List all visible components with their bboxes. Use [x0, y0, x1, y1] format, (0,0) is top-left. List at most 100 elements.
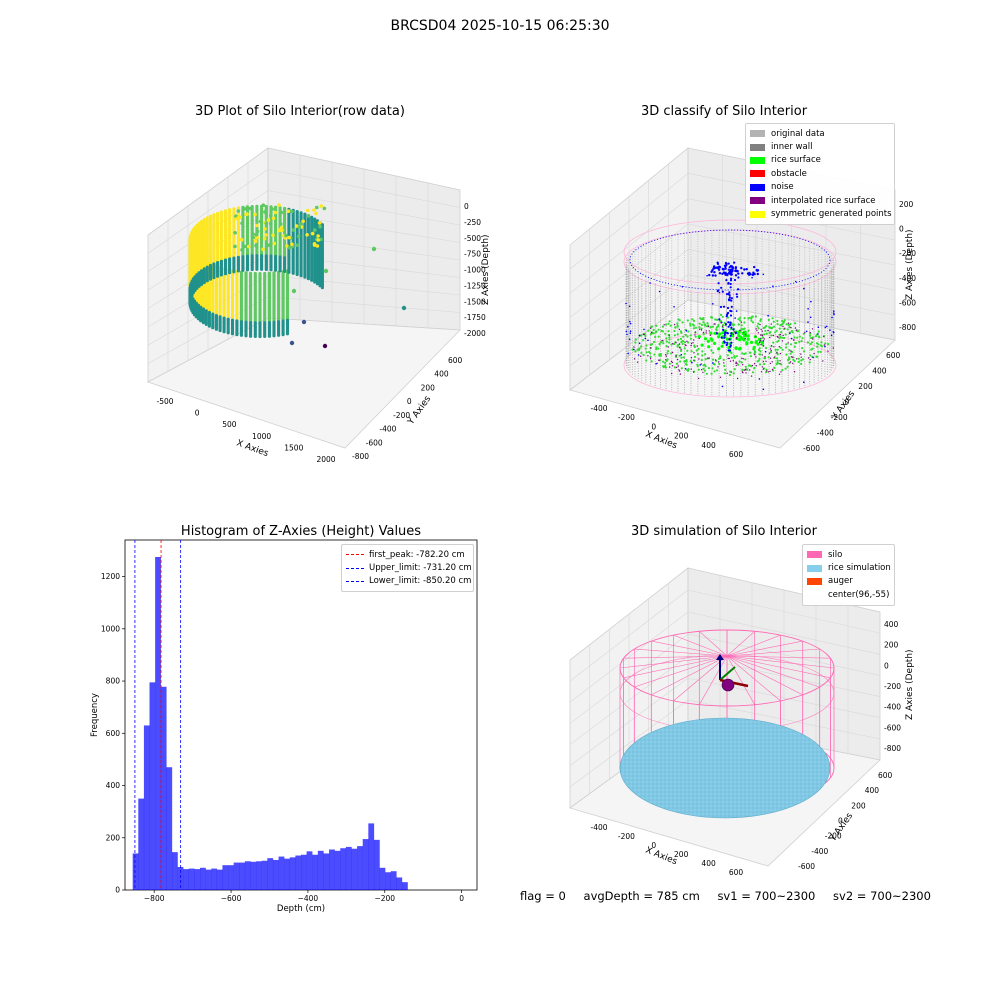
legend-item: obstacle — [750, 167, 890, 180]
rice-surface-point — [702, 367, 705, 370]
rice-surface-point — [730, 356, 734, 359]
rice-surface-point — [741, 368, 744, 371]
rice-surface-point — [664, 366, 668, 369]
interpolated-point — [692, 371, 695, 373]
interpolated-point — [792, 339, 795, 341]
rice-surface-point — [737, 334, 741, 338]
cloud-point — [264, 267, 268, 271]
interpolated-point — [774, 356, 776, 358]
noise-point — [723, 341, 726, 344]
panel3-xlabel: Depth (cm) — [277, 904, 325, 914]
legend-item: silo — [807, 548, 890, 561]
tick-label: -200 — [618, 832, 635, 841]
sv2-text: sv2 = 700~2300 — [833, 889, 931, 903]
interpolated-point — [732, 333, 735, 335]
noise-point — [767, 314, 769, 317]
interpolated-point — [760, 343, 762, 346]
rice-surface-point — [673, 334, 677, 337]
rice-surface-point — [765, 332, 768, 335]
rice-surface-point — [796, 336, 799, 339]
tick-label: 600 — [729, 868, 744, 877]
interpolated-point — [727, 357, 729, 360]
noise-point — [789, 332, 791, 335]
rice-surface-point — [664, 332, 667, 335]
cloud-point — [317, 221, 322, 225]
tick-label: -400 — [590, 404, 607, 413]
rice-surface-point — [677, 338, 680, 341]
rice-surface-point — [756, 325, 759, 328]
interpolated-point — [779, 352, 782, 355]
noise-point — [728, 349, 732, 352]
cloud-point — [249, 334, 253, 338]
tick-label: -400 — [884, 703, 901, 712]
interpolated-point — [807, 357, 810, 359]
cloud-point — [287, 245, 292, 250]
interpolated-point — [739, 329, 741, 332]
legend-label: first_peak: -782.20 cm — [369, 549, 465, 560]
rice-surface-point — [746, 337, 750, 341]
noise-point — [809, 316, 812, 319]
rice-surface-point — [763, 333, 766, 336]
interpolated-point — [721, 325, 724, 328]
noise-point — [655, 363, 657, 365]
interpolated-point — [728, 357, 731, 360]
panel3-ylabel: Frequency — [90, 693, 100, 737]
interpolated-point — [708, 330, 710, 332]
interpolated-point — [736, 337, 738, 340]
histogram-bar — [357, 846, 363, 890]
noise-point — [721, 290, 724, 293]
legend-swatch — [750, 197, 765, 205]
interpolated-point — [675, 342, 677, 344]
cloud-point — [240, 238, 244, 242]
noise-point — [741, 272, 744, 275]
interpolated-point — [745, 372, 747, 374]
noise-point — [790, 337, 793, 340]
rice-surface-point — [640, 334, 643, 337]
noise-point — [772, 285, 774, 288]
tick-label: -1750 — [464, 313, 486, 322]
cloud-point — [290, 209, 294, 214]
rice-surface-point — [740, 324, 743, 327]
rice-surface-point — [673, 366, 677, 369]
rice-surface-point — [712, 358, 715, 361]
rice-surface-point — [692, 327, 696, 330]
rice-surface-point — [724, 368, 727, 371]
panel3-legend: first_peak: -782.20 cm Upper_limit: -731… — [341, 544, 474, 593]
interpolated-point — [664, 354, 667, 356]
interpolated-point — [766, 370, 768, 372]
rice-surface-point — [664, 361, 667, 364]
rice-surface-point — [815, 355, 818, 358]
rice-surface-point — [772, 320, 775, 323]
rice-surface-point — [802, 350, 806, 353]
cloud-point — [226, 331, 230, 335]
rice-surface-point — [717, 323, 720, 327]
tick-label: 0 — [407, 397, 412, 406]
legend-item: symmetric generated points — [750, 207, 892, 220]
rice-surface-point — [694, 326, 698, 329]
cloud-point — [261, 203, 266, 207]
rice-surface-point — [776, 359, 779, 362]
tick-label: 600 — [886, 351, 901, 360]
rice-surface-point — [702, 364, 705, 367]
cloud-point — [201, 321, 205, 325]
interpolated-point — [693, 339, 695, 341]
histogram-bar — [312, 854, 319, 890]
interpolated-point — [754, 353, 756, 356]
rice-surface-point — [657, 328, 660, 331]
interpolated-point — [736, 377, 739, 380]
cloud-point — [277, 228, 282, 233]
rice-surface-point — [667, 322, 670, 325]
noise-point — [713, 271, 716, 274]
histogram-bar — [385, 872, 391, 890]
noise-point — [729, 334, 732, 337]
noise-point — [805, 330, 808, 333]
interpolated-point — [760, 337, 762, 339]
interpolated-point — [796, 358, 798, 360]
rice-surface-point — [776, 348, 779, 351]
tick-label: 200 — [851, 801, 866, 810]
noise-point — [724, 334, 726, 337]
cloud-point — [305, 233, 309, 237]
legend-label: obstacle — [771, 168, 807, 179]
noise-point — [727, 325, 730, 328]
histogram-bar — [396, 877, 403, 890]
